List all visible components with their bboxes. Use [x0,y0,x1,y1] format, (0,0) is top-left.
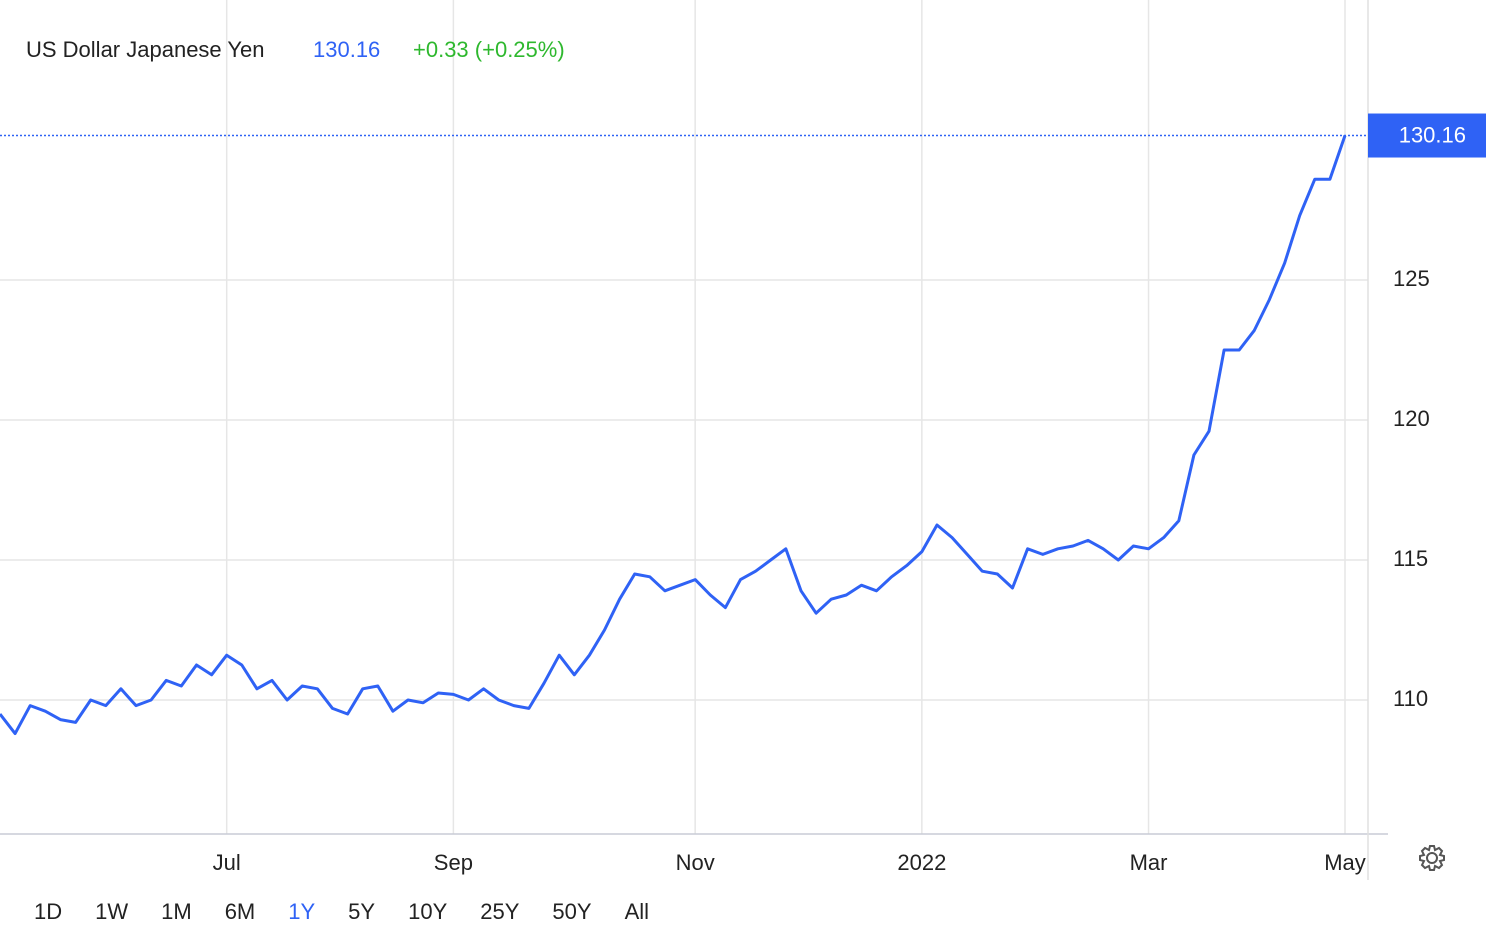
last-price-label: 130.16 [1399,122,1466,147]
x-tick-label: Jul [213,850,241,875]
y-tick-label: 120 [1393,406,1430,431]
x-tick-label: Mar [1130,850,1168,875]
y-tick-label: 125 [1393,266,1430,291]
range-button[interactable]: 1M [161,899,192,924]
range-button[interactable]: 10Y [408,899,447,924]
y-tick-label: 110 [1393,686,1428,711]
header-change: +0.33 (+0.25%) [413,37,565,62]
range-button[interactable]: 1W [95,899,128,924]
y-tick-label: 115 [1393,546,1428,571]
chart-title: US Dollar Japanese Yen [26,37,265,62]
x-tick-label: Nov [676,850,715,875]
x-tick-label: May [1324,850,1366,875]
range-button[interactable]: 1D [34,899,62,924]
last-price-tag [1368,113,1486,158]
x-tick-label: Sep [434,850,473,875]
header-price: 130.16 [313,37,380,62]
x-tick-label: 2022 [897,850,946,875]
range-button[interactable]: 1Y [288,899,315,924]
price-line [0,135,1347,736]
range-button[interactable]: 5Y [348,899,375,924]
range-button[interactable]: 6M [225,899,256,924]
settings-icon[interactable] [1419,845,1445,871]
range-button[interactable]: 25Y [480,899,519,924]
range-button[interactable]: All [625,899,649,924]
plot-area [0,0,1368,834]
range-button[interactable]: 50Y [552,899,591,924]
